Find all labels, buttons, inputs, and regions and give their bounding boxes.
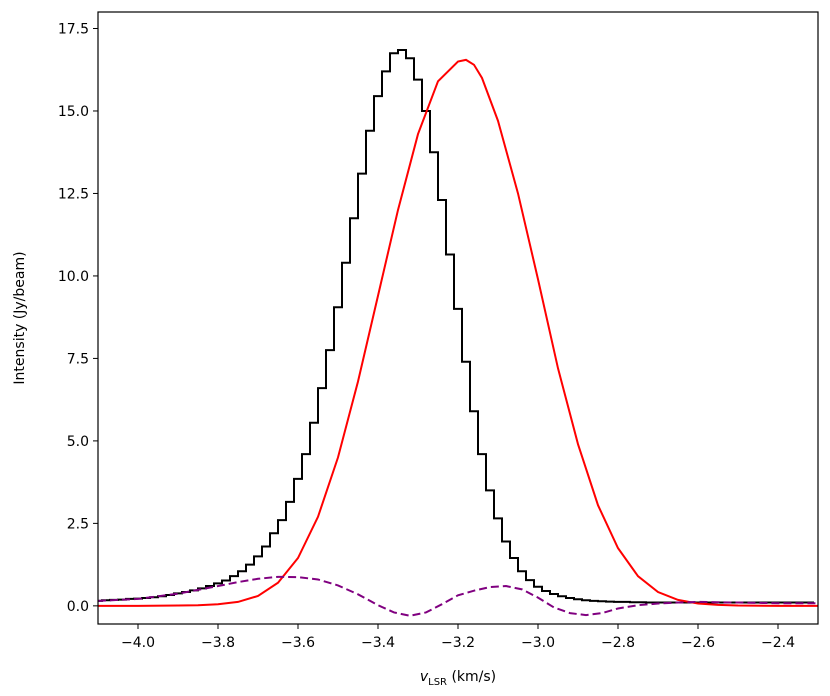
x-axis-label-unit: (km/s) xyxy=(447,669,496,685)
observed-spectrum-steps xyxy=(98,48,814,604)
residual-dashed-line xyxy=(98,575,818,617)
plot-area xyxy=(98,48,818,617)
x-axis-label: vLSR (km/s) xyxy=(420,669,496,688)
x-tick-label: −2.4 xyxy=(761,635,795,651)
x-axis-label-subscript: LSR xyxy=(428,677,447,688)
y-tick-label: 10.0 xyxy=(58,269,89,285)
y-tick-label: 7.5 xyxy=(67,351,89,367)
x-tick-label: −4.0 xyxy=(121,635,155,651)
x-tick-label: −3.2 xyxy=(441,635,475,651)
y-tick-label: 17.5 xyxy=(58,21,89,37)
axes-frame xyxy=(97,11,819,625)
x-axis-label-main: v xyxy=(420,669,429,685)
x-tick-label: −2.6 xyxy=(681,635,715,651)
x-tick-label: −3.8 xyxy=(201,635,235,651)
gaussian-fit-line xyxy=(98,58,818,607)
x-tick-label: −2.8 xyxy=(601,635,635,651)
x-tick-label: −3.0 xyxy=(521,635,555,651)
y-axis-label: Intensity (Jy/beam) xyxy=(12,251,28,384)
x-tick-label: −3.4 xyxy=(361,635,395,651)
y-tick-label: 2.5 xyxy=(67,516,89,532)
y-tick-label: 12.5 xyxy=(58,186,89,202)
y-tick-label: 5.0 xyxy=(67,434,89,450)
y-tick-label: 0.0 xyxy=(67,599,89,615)
y-tick-label: 15.0 xyxy=(58,104,89,120)
axes-ticks: −4.0 −3.8 −3.6 −3.4 −3.2 −3.0 −2.8 −2.6 −2.4 0.0 2… xyxy=(58,21,795,651)
x-tick-label: −3.6 xyxy=(281,635,315,651)
